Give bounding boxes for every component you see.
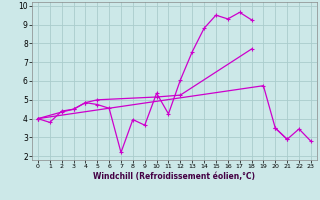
X-axis label: Windchill (Refroidissement éolien,°C): Windchill (Refroidissement éolien,°C)	[93, 172, 255, 181]
